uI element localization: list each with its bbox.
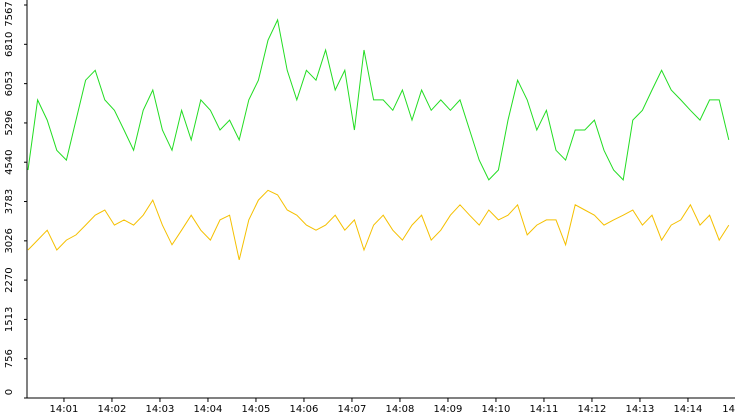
x-tick-label: 14:11 [530,404,559,415]
series-line [27,189,730,261]
x-tick-label: 14:02 [98,404,127,415]
y-tick-label: 1513 [4,307,15,332]
y-tick-label: 5296 [4,110,15,135]
y-tick-label: 6053 [4,71,15,96]
y-tick-label: 3026 [4,228,15,253]
x-tick-label: 14:03 [146,404,175,415]
x-tick-label: 14:09 [434,404,463,415]
x-tick-label: 14:13 [626,404,655,415]
x-tick-label: 14:06 [290,404,319,415]
x-tick-label: 14 [722,404,735,415]
x-tick-label: 14:10 [482,404,511,415]
y-tick-label: 2270 [4,267,15,292]
y-tick-label: 3783 [4,189,15,214]
x-tick-label: 14:01 [50,404,79,415]
y-tick-label: 6810 [4,32,15,57]
x-tick-label: 14:05 [242,404,271,415]
x-tick-label: 14:04 [194,404,223,415]
y-tick-label: 7567 [4,1,15,26]
series-line [27,18,730,181]
x-tick-label: 14:07 [338,404,367,415]
x-tick-label: 14:08 [386,404,415,415]
y-tick-label: 0 [4,389,15,395]
y-tick-label: 756 [4,349,15,368]
x-tick-label: 14:12 [578,404,607,415]
y-tick-label: 4540 [4,149,15,174]
x-tick-label: 14:14 [674,404,703,415]
